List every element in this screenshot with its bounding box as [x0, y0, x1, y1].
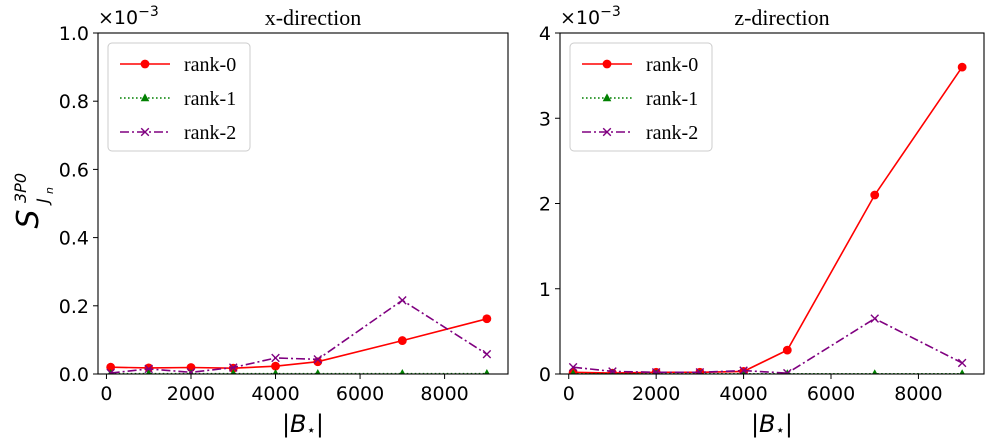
data-point-rank-2-2 — [651, 368, 661, 374]
data-point-rank-0-0 — [106, 362, 116, 372]
legend-marker-rank-2 — [140, 127, 150, 137]
data-point-rank-2-7 — [482, 349, 492, 359]
data-point-rank-2-1 — [144, 364, 154, 374]
data-point-rank-1-6 — [399, 369, 406, 374]
y-tick-label: 2 — [539, 194, 551, 216]
data-point-rank-0-6 — [397, 336, 407, 345]
x-tick-label: 2000 — [632, 383, 680, 405]
data-point-rank-2-5 — [313, 355, 323, 364]
legend-label-rank-0: rank-0 — [184, 54, 236, 76]
x-tick-label: 8000 — [894, 383, 942, 405]
axis-multiplier: ×10−3 — [560, 4, 621, 29]
legend-marker-rank-1 — [602, 93, 612, 102]
x-tick-label: 4000 — [251, 383, 299, 405]
x-tick-label: 0 — [563, 383, 575, 405]
data-point-rank-2-4 — [739, 366, 748, 374]
data-point-rank-2-5 — [783, 368, 792, 374]
x-axis-label-main: |B — [282, 410, 307, 438]
x-tick-label: 0 — [100, 383, 112, 405]
y-tick-label: 1 — [539, 279, 551, 301]
legend-marker-rank-1 — [140, 93, 150, 102]
legend-label-rank-1: rank-1 — [646, 88, 698, 110]
series-line-rank-0 — [110, 318, 488, 370]
multiplier-exponent: −3 — [600, 4, 621, 20]
y-axis-label-subsub: n — [43, 187, 56, 194]
x-tick-label: 2000 — [167, 383, 215, 405]
y-axis-label: S 3P0 Jn — [11, 173, 56, 229]
data-point-rank-0-1 — [144, 363, 154, 373]
data-point-rank-1-6 — [872, 369, 878, 374]
y-tick-label: 0 — [539, 364, 551, 386]
data-point-rank-1-5 — [315, 369, 321, 374]
series-line-rank-2 — [110, 299, 488, 374]
x-tick-label: 8000 — [420, 383, 468, 405]
chart-title: z-direction — [734, 5, 829, 30]
y-tick-label: 0.0 — [59, 364, 89, 386]
y-axis-label-main: S — [11, 209, 46, 228]
data-point-rank-2-7 — [957, 358, 967, 368]
axes-frame — [97, 32, 509, 375]
legend-box — [107, 42, 251, 152]
y-tick-label: 0.2 — [59, 296, 89, 318]
data-point-rank-1-1 — [145, 369, 152, 374]
legend-label-rank-2: rank-2 — [646, 122, 698, 144]
data-point-rank-1-3 — [230, 369, 236, 374]
multiplier-exponent: −3 — [138, 4, 159, 20]
data-point-rank-1-0 — [570, 369, 576, 374]
chart-panel-1: 0 2000 4000 6000 8000 0 1 2 3 4 ×10−3 z-direction |B… — [539, 4, 985, 439]
multiplier-base: ×10 — [98, 7, 138, 29]
legend-marker-rank-0 — [140, 59, 150, 69]
data-point-rank-0-5 — [782, 345, 792, 355]
legend-marker-rank-2 — [602, 127, 612, 137]
x-tick-label: 4000 — [719, 383, 767, 405]
y-tick-label: 3 — [539, 108, 551, 130]
y-tick-label: 4 — [539, 23, 551, 45]
chart-panel-0: 0 2000 4000 6000 8000 0.0 0.2 0.4 0.6 0.8 1.0 ×10−3… — [59, 4, 509, 439]
y-tick-label: 0.6 — [59, 159, 89, 181]
data-point-rank-2-3 — [695, 368, 705, 374]
data-point-rank-2-0 — [106, 368, 115, 374]
y-tick-label: 0.4 — [59, 228, 89, 250]
legend-label-rank-1: rank-1 — [184, 88, 236, 110]
data-point-rank-0-6 — [870, 190, 880, 200]
data-point-rank-0-7 — [482, 314, 492, 324]
data-point-rank-0-4 — [271, 361, 280, 371]
data-point-rank-1-4 — [272, 369, 279, 374]
x-axis-label-star: ⋆ — [776, 421, 785, 439]
data-point-rank-2-0 — [568, 362, 578, 372]
plot-area — [106, 296, 492, 374]
y-tick-label: 1.0 — [59, 23, 89, 45]
axis-multiplier: ×10−3 — [98, 4, 159, 29]
x-tick-label: 6000 — [336, 383, 384, 405]
x-tick-label: 6000 — [807, 383, 855, 405]
legend-marker-rank-0 — [602, 59, 612, 69]
x-axis-label-main: |B — [751, 410, 776, 438]
data-point-rank-2-3 — [228, 363, 238, 372]
legend-label-rank-2: rank-2 — [184, 122, 236, 144]
legend: rank-0 rank-1 rank-2 — [569, 42, 713, 152]
y-tick-label: 0.8 — [59, 91, 89, 113]
data-point-rank-2-4 — [271, 353, 280, 363]
legend-box — [569, 42, 713, 152]
x-axis-label-star: ⋆ — [307, 421, 316, 439]
data-point-rank-1-7 — [959, 369, 965, 374]
multiplier-base: ×10 — [560, 7, 600, 29]
x-axis-label: |B⋆| — [282, 410, 324, 439]
data-point-rank-2-6 — [870, 314, 880, 323]
x-axis-label-end: | — [785, 410, 793, 438]
data-point-rank-2-6 — [398, 296, 407, 305]
data-point-rank-1-7 — [484, 369, 490, 374]
data-point-rank-0-7 — [957, 62, 967, 72]
x-axis-label-end: | — [316, 410, 324, 438]
series-line-rank-2 — [573, 317, 963, 374]
legend: rank-0 rank-1 rank-2 — [107, 42, 251, 152]
x-axis-label: |B⋆| — [751, 410, 793, 439]
chart-title: x-direction — [265, 5, 362, 30]
y-axis-label-sub: J — [33, 198, 52, 206]
legend-label-rank-0: rank-0 — [646, 54, 698, 76]
data-point-rank-2-2 — [186, 368, 196, 374]
y-axis-label-sup: 3P0 — [11, 173, 30, 203]
